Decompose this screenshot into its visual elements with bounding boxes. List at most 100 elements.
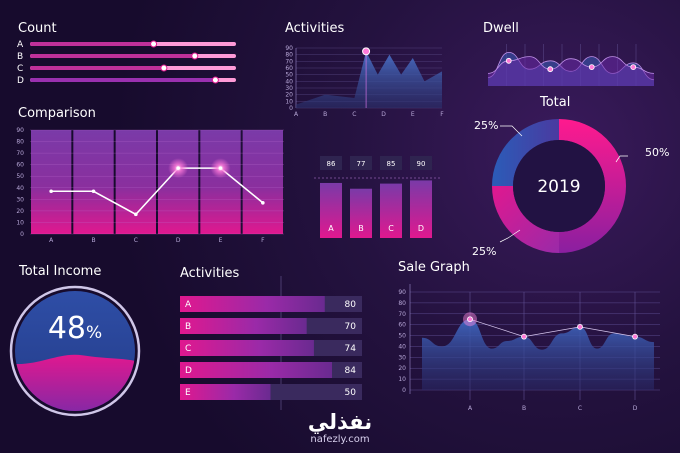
small-bar-b bbox=[350, 188, 372, 238]
comparison-title: Comparison bbox=[18, 106, 96, 121]
actb-value-a: 80 bbox=[345, 300, 357, 310]
donut-slice-label-2: 25% bbox=[472, 245, 496, 258]
cmp-ytick: 20 bbox=[16, 208, 24, 215]
total-income-title: Total Income bbox=[19, 264, 102, 279]
total-title: Total bbox=[540, 95, 571, 110]
sale-point bbox=[467, 316, 473, 323]
sale-ytick: 0 bbox=[402, 387, 406, 394]
dwell-area-2 bbox=[488, 56, 654, 86]
donut-slice-2 bbox=[492, 186, 559, 253]
donut-hole bbox=[513, 140, 605, 232]
sale-ytick: 10 bbox=[398, 376, 406, 383]
count-bar-d bbox=[30, 78, 216, 82]
cmp-xtick: D bbox=[176, 237, 181, 244]
count-label-c: C bbox=[17, 64, 23, 74]
sale-ytick: 40 bbox=[398, 343, 406, 350]
activities-top-title: Activities bbox=[285, 21, 345, 36]
count-label-b: B bbox=[17, 52, 23, 62]
cmp-xtick: C bbox=[134, 237, 138, 244]
actb-bar-d bbox=[180, 362, 332, 378]
cmp-point bbox=[218, 166, 223, 170]
dwell-line-2 bbox=[487, 56, 655, 74]
cmp-column-c bbox=[115, 130, 156, 234]
small-bars-chart: 86 A 77 B 85 C 90 D bbox=[314, 156, 442, 238]
small-value-label: 77 bbox=[357, 160, 366, 168]
cmp-xtick: A bbox=[49, 237, 54, 244]
act-top-xtick: B bbox=[323, 111, 327, 118]
count-knob-c bbox=[160, 64, 168, 72]
cmp-column-f bbox=[242, 130, 283, 234]
cmp-xtick: E bbox=[219, 237, 223, 244]
act-top-xtick: C bbox=[352, 111, 356, 118]
comparison-chart: 0 10 20 30 40 50 60 70 80 90 A B C D E F bbox=[16, 127, 284, 244]
cmp-ytick: 30 bbox=[16, 196, 24, 203]
donut-slice-label-3: 25% bbox=[474, 119, 498, 132]
sale-area bbox=[422, 319, 654, 390]
act-top-ytick: 50 bbox=[285, 72, 293, 79]
act-top-point bbox=[362, 47, 371, 56]
dwell-point bbox=[630, 64, 637, 71]
sale-graph-chart: 0 10 20 30 40 50 60 70 80 90 A B C D bbox=[398, 284, 660, 412]
cmp-xtick: B bbox=[91, 237, 95, 244]
actb-value-e: 50 bbox=[345, 388, 357, 398]
cmp-point bbox=[261, 201, 265, 205]
small-bar-d bbox=[410, 180, 432, 238]
watermark: نفذلي nafezly.com bbox=[298, 410, 382, 446]
small-value-box bbox=[380, 156, 402, 170]
actb-bar-a bbox=[180, 296, 325, 312]
actb-label-d: D bbox=[185, 366, 192, 376]
count-bar-c bbox=[30, 66, 164, 70]
donut-leader-3 bbox=[500, 125, 523, 137]
sale-xtick: C bbox=[578, 405, 582, 412]
donut-slice-label-1: 50% bbox=[645, 146, 669, 159]
donut-slice-3 bbox=[492, 119, 559, 186]
actb-label-c: C bbox=[185, 344, 191, 354]
gauge-outline bbox=[9, 285, 141, 417]
cmp-ytick: 0 bbox=[20, 231, 24, 238]
act-top-ytick: 80 bbox=[285, 52, 293, 59]
cmp-xtick: F bbox=[261, 237, 265, 244]
cmp-column-e bbox=[200, 130, 241, 234]
act-top-ytick: 60 bbox=[285, 65, 293, 72]
actb-value-c: 74 bbox=[345, 344, 357, 354]
small-value-label: 90 bbox=[417, 160, 426, 168]
sale-ytick: 20 bbox=[398, 365, 406, 372]
gauge-fill bbox=[15, 354, 135, 411]
act-top-ytick: 10 bbox=[285, 98, 293, 105]
sale-point bbox=[632, 333, 638, 340]
donut-center-label: 2019 bbox=[537, 177, 580, 197]
cmp-ytick: 40 bbox=[16, 185, 24, 192]
cmp-point bbox=[134, 212, 138, 217]
donut-leader-2 bbox=[499, 229, 521, 243]
small-bar-label: D bbox=[418, 224, 424, 233]
watermark-arabic: نفذلي bbox=[307, 410, 373, 434]
cmp-column-d bbox=[158, 130, 199, 234]
dwell-point bbox=[505, 57, 512, 64]
cmp-point bbox=[49, 189, 53, 194]
count-label-d: D bbox=[17, 76, 24, 86]
sale-line bbox=[469, 318, 636, 338]
dwell-point bbox=[547, 66, 554, 73]
count-knob-d bbox=[211, 76, 219, 84]
sale-xtick: D bbox=[633, 405, 638, 412]
small-value-box bbox=[410, 156, 432, 170]
act-top-ytick: 40 bbox=[285, 78, 293, 85]
count-knob-b bbox=[191, 52, 199, 60]
sale-point bbox=[521, 333, 527, 340]
count-knob-a bbox=[150, 40, 158, 48]
small-value-box bbox=[320, 156, 342, 170]
watermark-latin: nafezly.com bbox=[310, 434, 370, 445]
sale-ytick: 30 bbox=[398, 354, 406, 361]
cmp-ytick: 60 bbox=[16, 162, 24, 169]
cmp-ytick: 90 bbox=[16, 127, 24, 134]
act-top-xtick: A bbox=[294, 111, 299, 118]
small-bar-label: B bbox=[358, 224, 364, 233]
sale-xtick: B bbox=[522, 405, 526, 412]
small-bar-c bbox=[380, 183, 402, 238]
small-value-label: 85 bbox=[387, 160, 396, 168]
cmp-column-b bbox=[73, 130, 114, 234]
act-top-ytick: 20 bbox=[285, 92, 293, 99]
act-top-ytick: 70 bbox=[285, 58, 293, 65]
